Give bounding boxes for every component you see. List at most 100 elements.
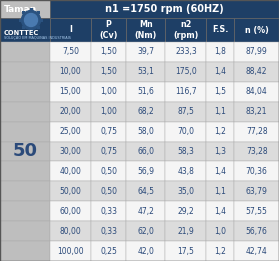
Text: 87,5: 87,5 bbox=[177, 107, 194, 116]
Bar bbox=[126, 18, 165, 42]
Bar bbox=[126, 42, 165, 62]
Bar bbox=[165, 201, 206, 221]
Text: 77,28: 77,28 bbox=[246, 127, 268, 136]
Text: 84,04: 84,04 bbox=[246, 87, 268, 96]
Bar bbox=[50, 141, 91, 162]
Bar bbox=[91, 42, 126, 62]
Text: 20,00: 20,00 bbox=[60, 107, 81, 116]
Bar bbox=[0, 42, 50, 62]
Bar bbox=[234, 162, 279, 181]
Bar bbox=[165, 102, 206, 122]
Bar bbox=[50, 102, 91, 122]
Text: n2
(rpm): n2 (rpm) bbox=[173, 20, 199, 40]
Text: n (%): n (%) bbox=[245, 26, 269, 34]
Bar bbox=[91, 122, 126, 141]
Text: 30,00: 30,00 bbox=[59, 147, 81, 156]
Bar bbox=[206, 18, 234, 42]
Text: Taman: Taman bbox=[4, 5, 37, 14]
Text: 1,1: 1,1 bbox=[215, 187, 226, 196]
Bar bbox=[234, 241, 279, 261]
Bar bbox=[50, 62, 91, 82]
Bar bbox=[126, 102, 165, 122]
Text: Mn
(Nm): Mn (Nm) bbox=[135, 20, 157, 40]
Text: 68,2: 68,2 bbox=[138, 107, 154, 116]
Bar bbox=[50, 241, 91, 261]
Bar bbox=[206, 162, 234, 181]
Bar bbox=[206, 141, 234, 162]
Bar bbox=[234, 122, 279, 141]
Bar bbox=[0, 162, 50, 181]
Text: 50: 50 bbox=[13, 143, 37, 161]
Text: F.S.: F.S. bbox=[212, 26, 229, 34]
Text: 0,75: 0,75 bbox=[100, 147, 117, 156]
Text: 1,8: 1,8 bbox=[215, 48, 226, 56]
Bar bbox=[0, 122, 50, 141]
Bar bbox=[30, 29, 32, 32]
Bar bbox=[234, 181, 279, 201]
Text: 0,75: 0,75 bbox=[100, 127, 117, 136]
Bar bbox=[37, 26, 40, 29]
Text: 56,76: 56,76 bbox=[246, 227, 268, 236]
Text: 42,0: 42,0 bbox=[138, 247, 154, 256]
Text: n1 =1750 rpm (60HZ): n1 =1750 rpm (60HZ) bbox=[105, 4, 224, 14]
Bar bbox=[234, 221, 279, 241]
Bar bbox=[126, 122, 165, 141]
Text: 87,99: 87,99 bbox=[246, 48, 268, 56]
Text: I: I bbox=[69, 26, 72, 34]
Text: 88,42: 88,42 bbox=[246, 67, 267, 76]
Text: SOLUÇÃO EM MÁQUINAS INDUSTRIAIS: SOLUÇÃO EM MÁQUINAS INDUSTRIAIS bbox=[4, 36, 71, 40]
Bar bbox=[91, 82, 126, 102]
Bar bbox=[165, 18, 206, 42]
Text: 80,00: 80,00 bbox=[60, 227, 81, 236]
Text: P
(Cv): P (Cv) bbox=[99, 20, 118, 40]
Bar bbox=[50, 201, 91, 221]
Bar bbox=[126, 241, 165, 261]
Bar bbox=[91, 201, 126, 221]
Bar bbox=[50, 221, 91, 241]
Text: 29,2: 29,2 bbox=[177, 207, 194, 216]
Bar bbox=[206, 102, 234, 122]
Bar bbox=[165, 181, 206, 201]
Text: 1,50: 1,50 bbox=[100, 48, 117, 56]
Bar bbox=[126, 221, 165, 241]
Bar bbox=[22, 11, 25, 14]
Text: 50,00: 50,00 bbox=[59, 187, 81, 196]
Text: 15,00: 15,00 bbox=[60, 87, 81, 96]
Text: 83,21: 83,21 bbox=[246, 107, 267, 116]
Bar bbox=[126, 201, 165, 221]
Text: 1,00: 1,00 bbox=[100, 107, 117, 116]
Bar bbox=[91, 181, 126, 201]
Text: 1,4: 1,4 bbox=[214, 167, 226, 176]
Text: 1,5: 1,5 bbox=[214, 87, 226, 96]
Bar bbox=[165, 162, 206, 181]
Text: 1,4: 1,4 bbox=[214, 207, 226, 216]
Bar bbox=[234, 18, 279, 42]
Bar bbox=[30, 8, 32, 11]
Text: 47,2: 47,2 bbox=[138, 207, 154, 216]
Text: 57,55: 57,55 bbox=[246, 207, 268, 216]
Bar bbox=[0, 82, 50, 102]
Bar bbox=[19, 19, 22, 21]
Text: 64,5: 64,5 bbox=[137, 187, 154, 196]
Bar bbox=[126, 62, 165, 82]
Bar bbox=[50, 162, 91, 181]
Bar bbox=[165, 221, 206, 241]
Text: 175,0: 175,0 bbox=[175, 67, 197, 76]
Bar bbox=[234, 62, 279, 82]
Text: 116,7: 116,7 bbox=[175, 87, 197, 96]
Text: 1,3: 1,3 bbox=[214, 147, 226, 156]
Text: 7,50: 7,50 bbox=[62, 48, 79, 56]
Text: 1,50: 1,50 bbox=[100, 67, 117, 76]
Text: 53,1: 53,1 bbox=[138, 67, 154, 76]
Bar bbox=[234, 42, 279, 62]
Text: 60,00: 60,00 bbox=[59, 207, 81, 216]
Text: 73,28: 73,28 bbox=[246, 147, 268, 156]
Text: 0,50: 0,50 bbox=[100, 187, 117, 196]
Bar bbox=[50, 18, 91, 42]
Bar bbox=[50, 82, 91, 102]
Bar bbox=[0, 201, 50, 221]
Bar bbox=[37, 11, 40, 14]
Text: 39,7: 39,7 bbox=[137, 48, 154, 56]
Text: CONTTEC: CONTTEC bbox=[4, 30, 39, 36]
Circle shape bbox=[25, 14, 37, 27]
